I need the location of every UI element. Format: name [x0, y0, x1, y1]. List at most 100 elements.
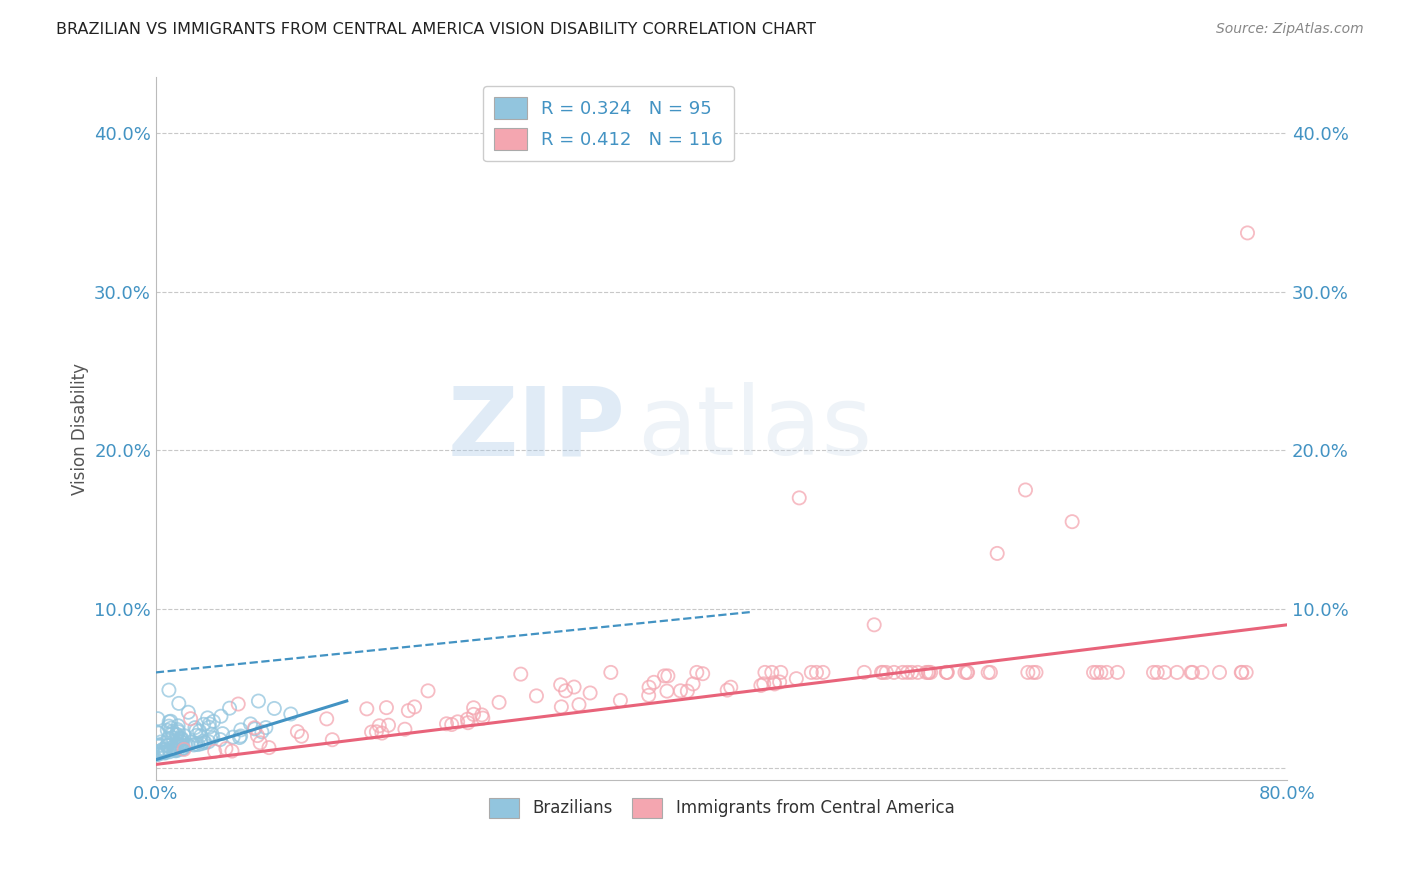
Text: ZIP: ZIP: [447, 383, 626, 475]
Point: [394, 723, 416, 737]
Point: [162, 724, 184, 739]
Point: [201, 727, 224, 741]
Point: [157, 719, 180, 733]
Point: [917, 665, 939, 680]
Point: [176, 738, 198, 752]
Point: [568, 698, 591, 712]
Point: [148, 739, 170, 753]
Point: [1191, 665, 1213, 680]
Point: [1181, 665, 1204, 680]
Point: [936, 665, 959, 680]
Point: [197, 711, 219, 725]
Point: [166, 733, 188, 747]
Point: [579, 686, 602, 700]
Point: [956, 665, 979, 680]
Point: [173, 742, 195, 756]
Point: [187, 738, 209, 752]
Point: [853, 665, 876, 680]
Point: [692, 666, 714, 681]
Point: [440, 717, 463, 731]
Point: [170, 731, 193, 746]
Point: [471, 707, 494, 722]
Point: [211, 726, 233, 740]
Point: [193, 717, 215, 731]
Point: [404, 699, 426, 714]
Point: [1166, 665, 1188, 680]
Point: [198, 717, 221, 731]
Point: [1085, 665, 1108, 680]
Point: [229, 729, 252, 743]
Point: [165, 744, 187, 758]
Point: [811, 665, 834, 680]
Point: [977, 665, 1000, 680]
Point: [986, 546, 1008, 560]
Point: [146, 747, 169, 762]
Point: [156, 723, 179, 738]
Point: [153, 746, 176, 760]
Point: [166, 723, 188, 737]
Point: [221, 744, 243, 758]
Point: [669, 683, 692, 698]
Point: [396, 704, 419, 718]
Point: [157, 714, 180, 729]
Point: [935, 665, 957, 680]
Point: [935, 665, 957, 680]
Point: [377, 718, 399, 732]
Point: [1025, 665, 1047, 680]
Point: [246, 729, 269, 743]
Point: [162, 726, 184, 740]
Point: [222, 730, 245, 744]
Point: [599, 665, 621, 680]
Point: [172, 741, 194, 756]
Point: [201, 731, 224, 745]
Point: [280, 706, 302, 721]
Point: [157, 683, 180, 698]
Point: [153, 746, 176, 760]
Point: [360, 725, 382, 739]
Point: [153, 742, 176, 756]
Point: [920, 665, 942, 680]
Point: [167, 719, 190, 733]
Point: [249, 736, 271, 750]
Point: [166, 743, 188, 757]
Point: [754, 665, 776, 680]
Point: [550, 678, 572, 692]
Point: [654, 669, 676, 683]
Point: [190, 737, 212, 751]
Point: [257, 740, 280, 755]
Point: [174, 739, 197, 753]
Point: [166, 739, 188, 753]
Point: [180, 735, 202, 749]
Point: [676, 684, 699, 698]
Point: [159, 714, 181, 729]
Point: [375, 700, 398, 714]
Point: [204, 744, 226, 758]
Point: [1095, 665, 1118, 680]
Point: [752, 677, 775, 691]
Legend: Brazilians, Immigrants from Central America: Brazilians, Immigrants from Central Amer…: [482, 791, 962, 825]
Point: [1208, 665, 1230, 680]
Point: [526, 689, 548, 703]
Point: [172, 735, 194, 749]
Point: [900, 665, 922, 680]
Point: [194, 736, 217, 750]
Point: [321, 732, 343, 747]
Text: Source: ZipAtlas.com: Source: ZipAtlas.com: [1216, 22, 1364, 37]
Point: [180, 712, 202, 726]
Point: [152, 742, 174, 756]
Point: [682, 677, 704, 691]
Point: [787, 491, 810, 505]
Point: [160, 721, 183, 735]
Point: [163, 742, 186, 756]
Point: [1062, 515, 1084, 529]
Point: [156, 739, 179, 753]
Point: [247, 694, 270, 708]
Point: [763, 677, 786, 691]
Point: [149, 744, 172, 758]
Point: [160, 740, 183, 755]
Point: [177, 706, 200, 720]
Point: [1017, 665, 1039, 680]
Point: [416, 683, 439, 698]
Point: [609, 693, 631, 707]
Point: [637, 689, 659, 703]
